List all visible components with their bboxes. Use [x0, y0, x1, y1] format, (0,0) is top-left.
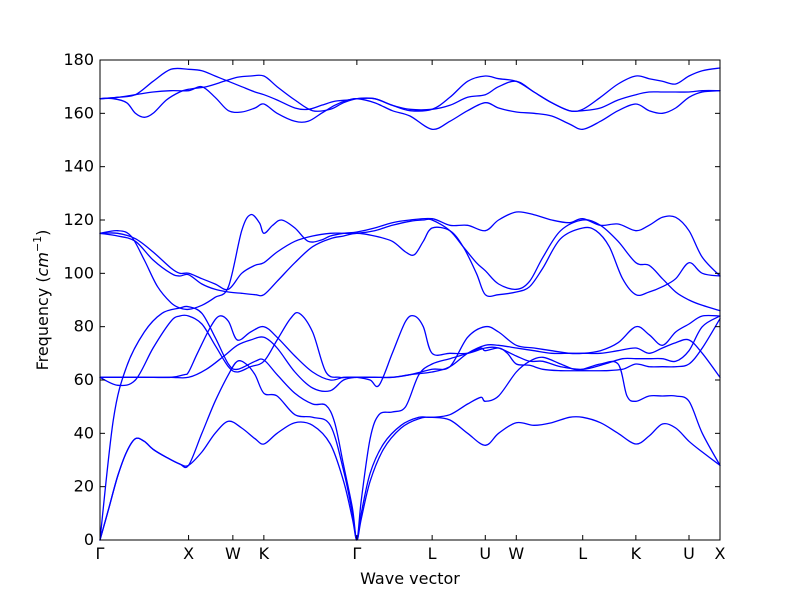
x-tick-label: K [259, 544, 270, 563]
y-axis-label-close: ) [33, 230, 52, 236]
band-line-3 [99, 305, 721, 541]
band-line-7 [99, 226, 721, 297]
band-lines [99, 67, 721, 541]
band-line-8 [99, 218, 721, 312]
x-tick-label: Γ [96, 544, 105, 563]
x-tick-label: L [428, 544, 437, 563]
x-tick-label: W [508, 544, 524, 563]
y-tick-label: 140 [63, 157, 94, 176]
y-tick-label: 80 [74, 317, 94, 336]
y-tick-label: 60 [74, 370, 94, 389]
band-line-2 [99, 356, 721, 541]
x-axis-label: Wave vector [360, 569, 460, 588]
band-line-12 [99, 67, 721, 130]
band-line-6 [99, 314, 721, 381]
y-tick-label: 180 [63, 50, 94, 69]
band-line-5 [99, 336, 721, 392]
y-tick-label: 160 [63, 103, 94, 122]
y-axis-ticks: 0 20 40 60 80 100 120 140 160 180 [63, 50, 720, 549]
x-tick-label: W [225, 544, 241, 563]
x-tick-label: K [631, 544, 642, 563]
y-axis-label-unit: cm [33, 252, 52, 276]
x-tick-label: L [578, 544, 587, 563]
plot-frame [99, 59, 721, 541]
y-tick-label: 20 [74, 477, 94, 496]
y-axis-label-exp: −1 [31, 236, 44, 252]
y-axis-label-main: Frequency ( [33, 276, 52, 370]
band-line-11 [99, 80, 721, 123]
x-tick-label: Γ [352, 544, 361, 563]
y-tick-label: 100 [63, 263, 94, 282]
x-tick-label: X [715, 544, 726, 563]
band-line-1 [99, 415, 721, 541]
y-axis-label: Frequency (cm−1) [31, 230, 52, 371]
band-line-9 [99, 211, 721, 311]
x-tick-label: U [479, 544, 491, 563]
y-tick-label: 0 [84, 530, 94, 549]
band-line-4 [99, 311, 721, 388]
x-tick-label: U [683, 544, 695, 563]
y-tick-label: 40 [74, 423, 94, 442]
y-tick-label: 120 [63, 210, 94, 229]
x-tick-label: X [183, 544, 194, 563]
